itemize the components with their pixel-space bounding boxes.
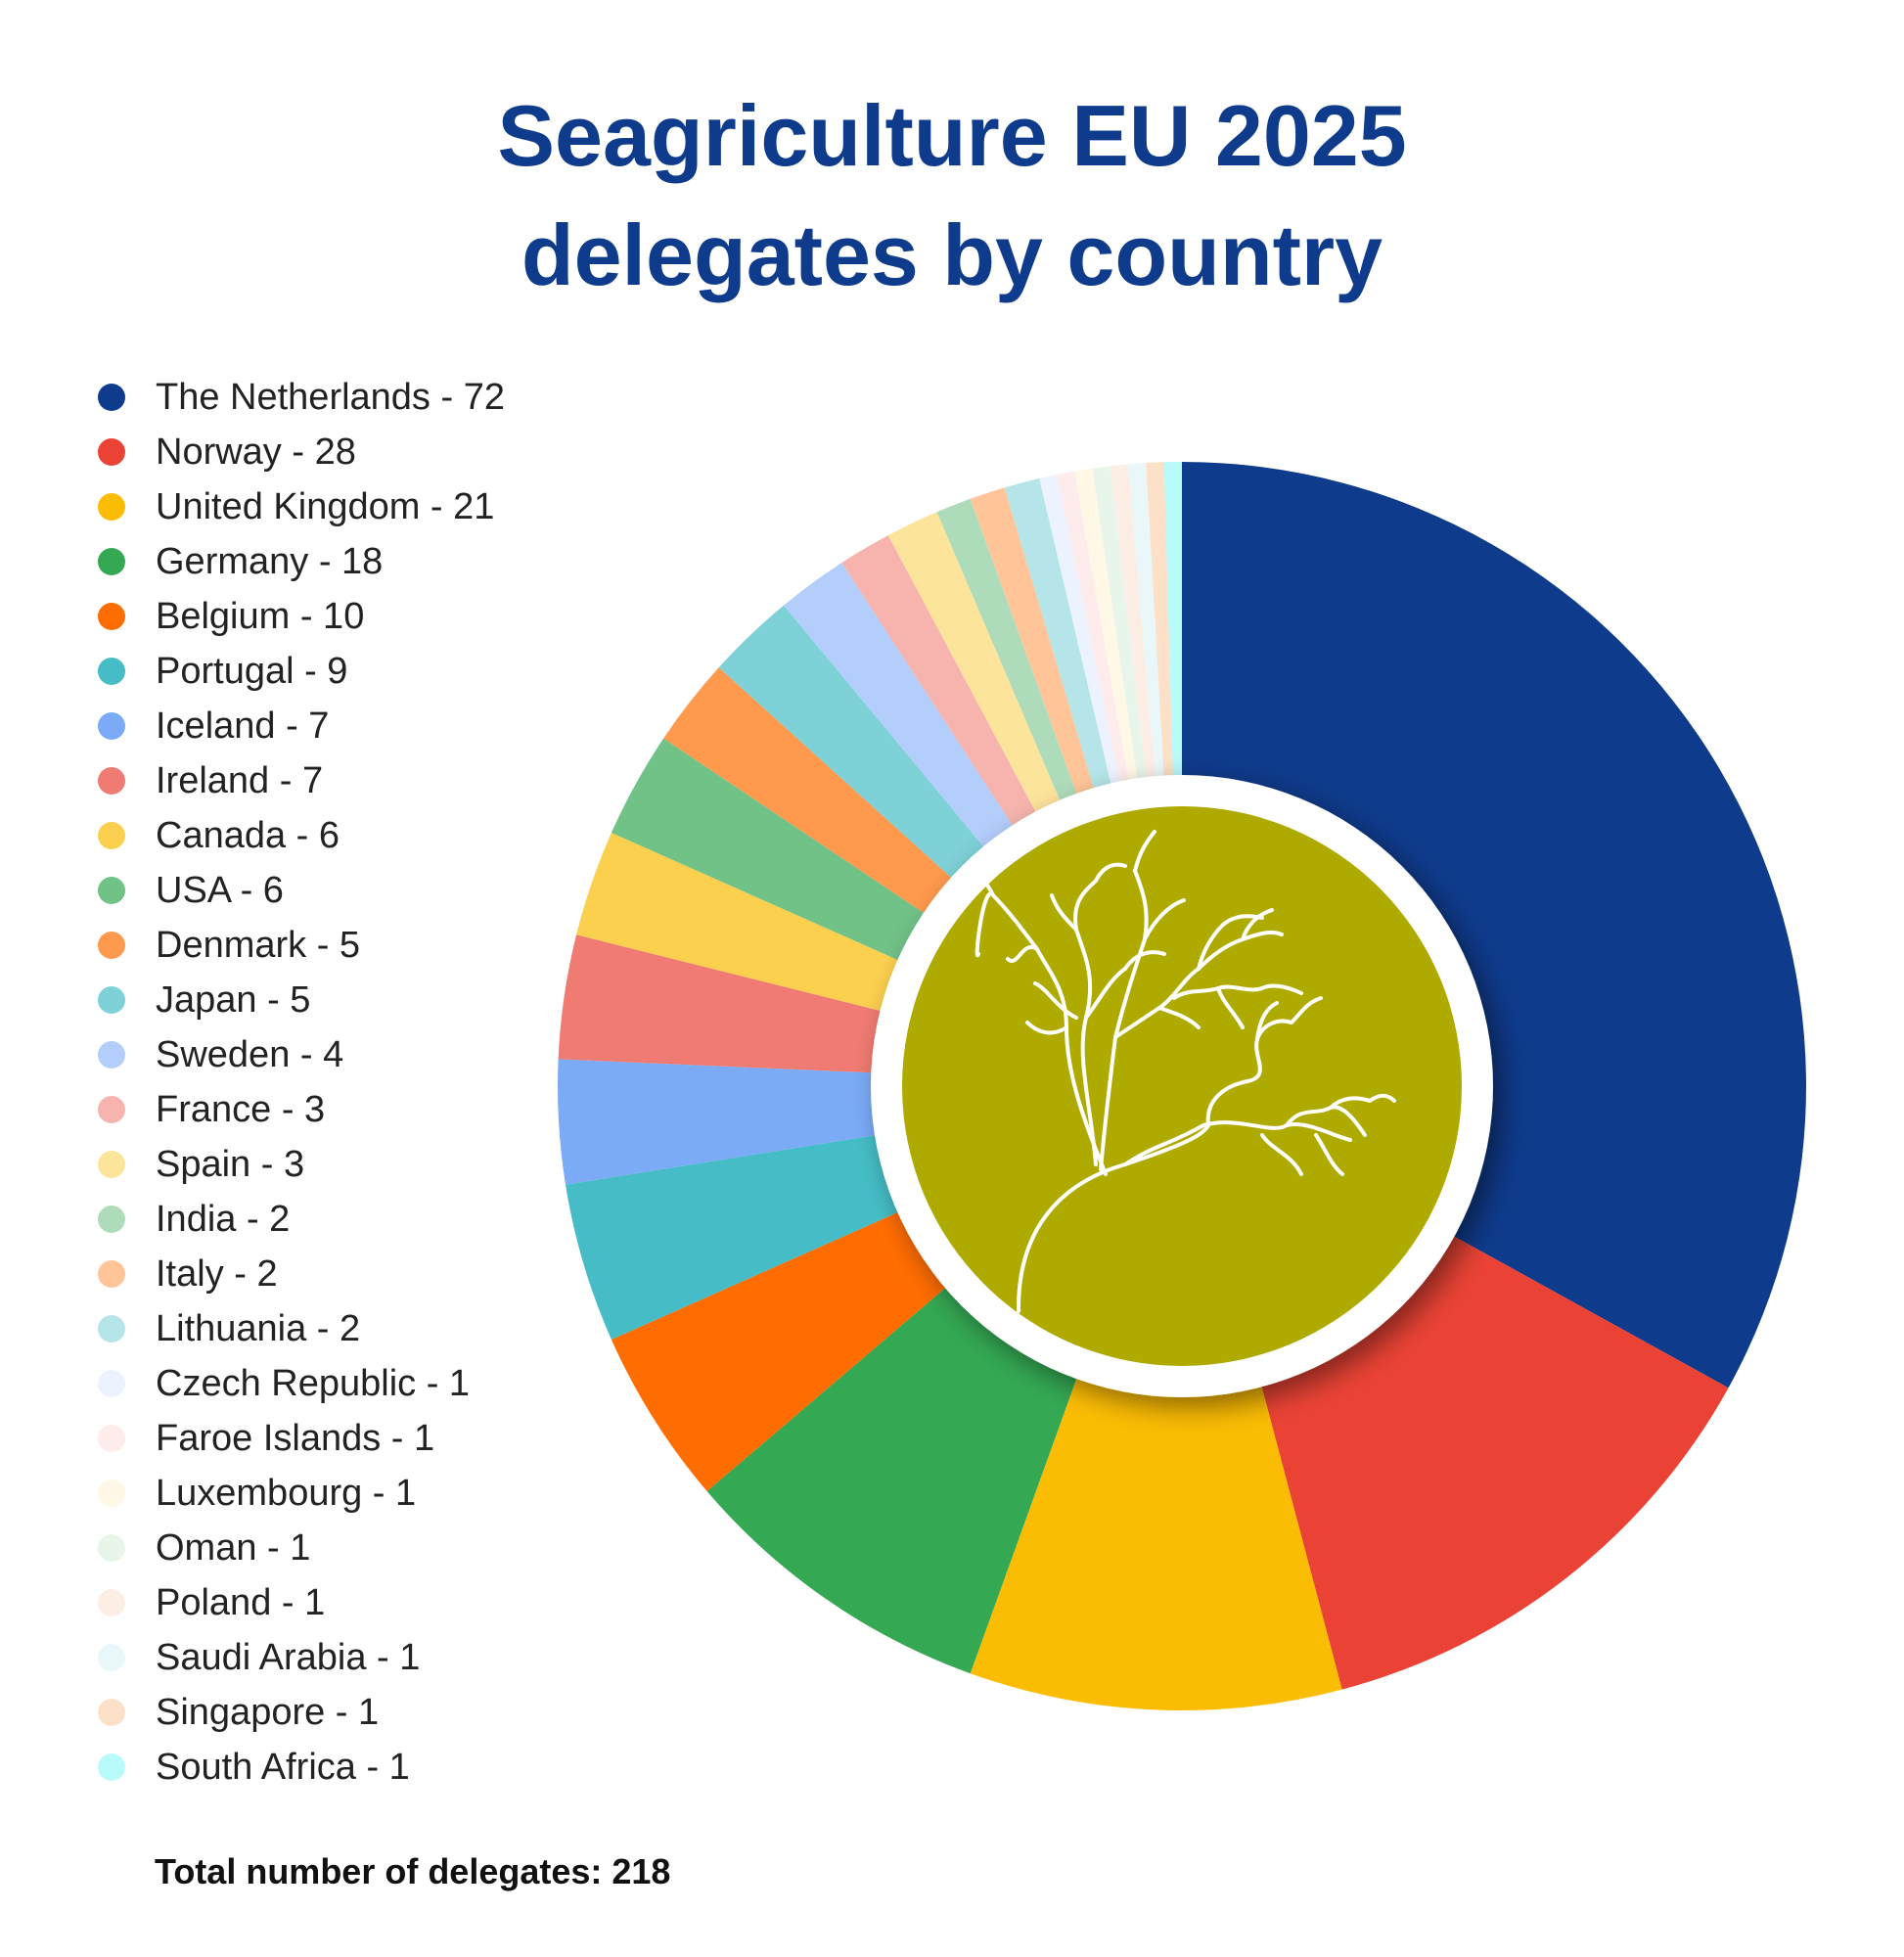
legend-swatch [98, 1260, 125, 1288]
legend-label: Denmark - 5 [156, 924, 361, 966]
legend-swatch [98, 767, 125, 795]
legend-item: Norway - 28 [94, 425, 505, 479]
pie-slice-united-kingdom [970, 1086, 1342, 1711]
legend-item: Poland - 1 [94, 1575, 505, 1630]
legend-label: United Kingdom - 21 [156, 485, 495, 527]
legend-swatch [98, 658, 125, 685]
legend-label: USA - 6 [156, 869, 284, 911]
chart-title-line-1: Seagriculture EU 2025 [497, 87, 1407, 184]
legend-item: Faroe Islands - 1 [94, 1411, 505, 1466]
legend-item: Luxembourg - 1 [94, 1466, 505, 1521]
legend-swatch [98, 877, 125, 904]
legend-item: United Kingdom - 21 [94, 479, 505, 534]
legend-swatch [98, 1479, 125, 1507]
legend-swatch [98, 1096, 125, 1123]
chart-title: Seagriculture EU 2025 delegates by count… [0, 76, 1904, 315]
legend-item: Belgium - 10 [94, 589, 505, 644]
legend-label: Japan - 5 [156, 978, 311, 1021]
legend-label: Singapore - 1 [156, 1691, 380, 1733]
legend-item: Sweden - 4 [94, 1027, 505, 1082]
legend-label: Portugal - 9 [156, 650, 348, 692]
legend-swatch [98, 1315, 125, 1343]
legend-swatch [98, 1041, 125, 1069]
legend-item: Germany - 18 [94, 534, 505, 589]
legend-label: Belgium - 10 [156, 595, 365, 637]
legend-item: Denmark - 5 [94, 918, 505, 973]
legend-item: Saudi Arabia - 1 [94, 1630, 505, 1685]
chart-legend: The Netherlands - 72 Norway - 28 United Ki… [94, 370, 505, 1795]
legend-item: South Africa - 1 [94, 1740, 505, 1795]
legend-label: Italy - 2 [156, 1252, 278, 1295]
chart-title-line-2: delegates by country [521, 206, 1383, 303]
legend-swatch [98, 712, 125, 740]
legend-item: Italy - 2 [94, 1247, 505, 1301]
legend-swatch [98, 1534, 125, 1562]
legend-item: France - 3 [94, 1082, 505, 1137]
legend-swatch [98, 548, 125, 575]
total-delegates: Total number of delegates: 218 [155, 1851, 671, 1891]
legend-label: India - 2 [156, 1198, 291, 1240]
legend-item: Singapore - 1 [94, 1685, 505, 1740]
legend-label: South Africa - 1 [156, 1746, 410, 1788]
legend-swatch [98, 1589, 125, 1616]
legend-swatch [98, 932, 125, 959]
legend-item: Spain - 3 [94, 1137, 505, 1192]
legend-swatch [98, 384, 125, 411]
legend-item: Lithuania - 2 [94, 1301, 505, 1356]
legend-label: Czech Republic - 1 [156, 1362, 471, 1404]
legend-label: Luxembourg - 1 [156, 1472, 417, 1514]
legend-label: Germany - 18 [156, 540, 384, 582]
legend-label: Spain - 3 [156, 1143, 305, 1185]
legend-label: Sweden - 4 [156, 1033, 344, 1075]
legend-swatch [98, 1644, 125, 1671]
legend-label: Oman - 1 [156, 1526, 311, 1569]
legend-label: Poland - 1 [156, 1581, 326, 1623]
legend-item: Oman - 1 [94, 1521, 505, 1575]
legend-swatch [98, 1370, 125, 1397]
legend-swatch [98, 1699, 125, 1726]
legend-item: Iceland - 7 [94, 699, 505, 753]
legend-label: Faroe Islands - 1 [156, 1417, 435, 1459]
seaweed-icon [972, 830, 1396, 1313]
legend-label: Norway - 28 [156, 431, 356, 473]
center-logo-disc [902, 806, 1462, 1366]
legend-swatch [98, 1753, 125, 1781]
legend-item: India - 2 [94, 1192, 505, 1247]
legend-swatch [98, 986, 125, 1014]
legend-item: Canada - 6 [94, 808, 505, 863]
legend-item: Czech Republic - 1 [94, 1356, 505, 1411]
legend-swatch [98, 493, 125, 521]
legend-swatch [98, 603, 125, 630]
legend-swatch [98, 1151, 125, 1178]
legend-label: Ireland - 7 [156, 759, 324, 801]
legend-item: USA - 6 [94, 863, 505, 918]
legend-item: Ireland - 7 [94, 753, 505, 808]
legend-label: Saudi Arabia - 1 [156, 1636, 421, 1678]
legend-swatch [98, 1425, 125, 1452]
legend-label: Canada - 6 [156, 814, 340, 856]
legend-swatch [98, 1206, 125, 1233]
legend-item: The Netherlands - 72 [94, 370, 505, 425]
legend-label: Iceland - 7 [156, 705, 330, 747]
legend-item: Portugal - 9 [94, 644, 505, 699]
legend-item: Japan - 5 [94, 973, 505, 1027]
legend-label: The Netherlands - 72 [156, 376, 505, 418]
legend-label: Lithuania - 2 [156, 1307, 361, 1349]
legend-label: France - 3 [156, 1088, 326, 1130]
legend-swatch [98, 822, 125, 849]
legend-swatch [98, 438, 125, 466]
